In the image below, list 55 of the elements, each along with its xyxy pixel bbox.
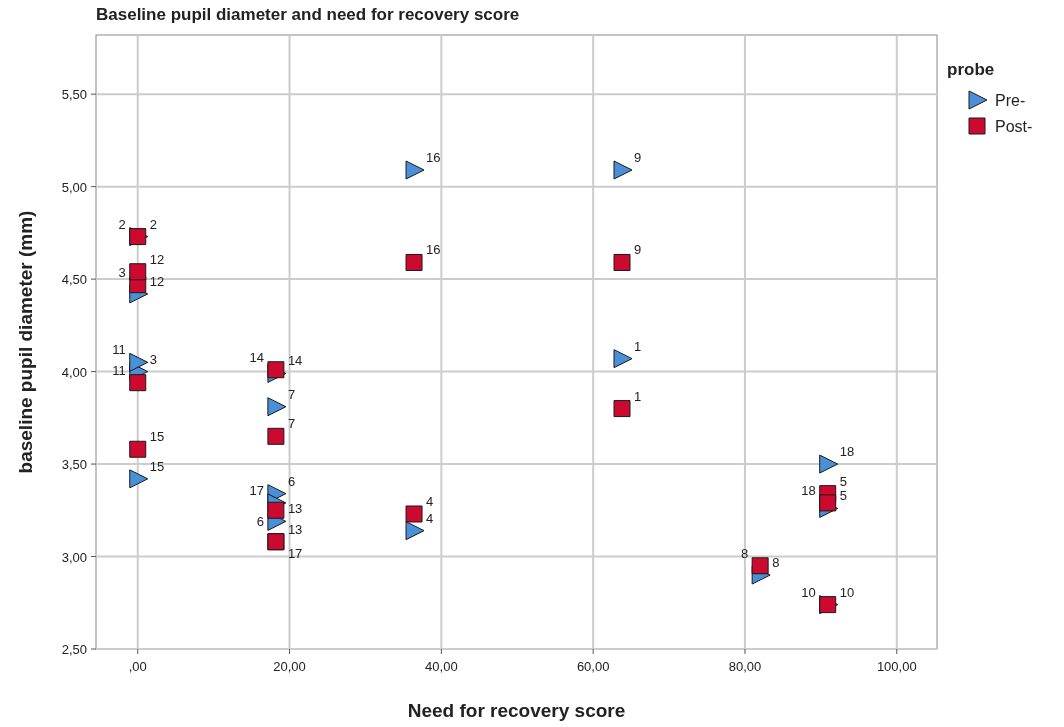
- y-tick-label: 2,50: [61, 642, 87, 657]
- y-tick-label: 5,50: [61, 87, 87, 103]
- x-tick-label: 20,00: [273, 659, 306, 674]
- annotation: 1: [634, 338, 642, 354]
- annotation: 5: [839, 473, 847, 489]
- annotation: 5: [839, 488, 847, 504]
- annotation: 2: [149, 216, 157, 232]
- y-axis-title: baseline pupil diameter (mm): [15, 210, 36, 474]
- legend-title: probe: [947, 60, 995, 79]
- annotation: 18: [801, 482, 816, 498]
- x-tick-label: 100,00: [876, 659, 917, 674]
- annotation: 9: [634, 150, 642, 166]
- annotation: 12: [149, 251, 165, 267]
- legend-label: Post-: [995, 118, 1033, 135]
- annotation: 16: [426, 150, 441, 166]
- x-tick-label: ,00: [128, 659, 147, 674]
- annotation: 2: [118, 216, 126, 232]
- chart-title: Baseline pupil diameter and need for recovery score: [96, 5, 520, 24]
- annotation: 3: [118, 264, 126, 280]
- annotation: 6: [287, 473, 296, 489]
- annotation: 8: [740, 545, 749, 561]
- annotation: 17: [287, 545, 303, 561]
- annotation: 15: [149, 458, 165, 474]
- x-axis-title: Need for recovery score: [407, 700, 626, 721]
- annotation: 4: [426, 510, 434, 526]
- y-tick-label: 5,00: [61, 179, 87, 195]
- annotation: 9: [634, 242, 642, 258]
- annotation: 8: [772, 555, 780, 571]
- annotation: 7: [287, 386, 296, 402]
- annotation: 10: [801, 584, 816, 600]
- annotation: 1: [634, 388, 642, 404]
- annotation: 16: [426, 242, 441, 258]
- y-tick-label: 4,50: [61, 272, 87, 288]
- annotation: 14: [249, 349, 264, 365]
- annotation: 10: [839, 584, 855, 600]
- y-tick-label: 3,50: [61, 457, 87, 473]
- y-tick-label: 3,00: [61, 549, 87, 565]
- annotation: 3: [149, 351, 157, 367]
- annotation: 4: [426, 493, 434, 509]
- x-tick-label: 60,00: [576, 659, 610, 674]
- annotation: 13: [287, 501, 303, 517]
- annotation: 14: [287, 353, 303, 369]
- annotation: 13: [287, 521, 303, 537]
- annotation: 7: [287, 416, 296, 432]
- annotation: 6: [256, 514, 264, 530]
- annotation: 17: [249, 482, 264, 498]
- legend-label: Pre-: [995, 92, 1026, 109]
- annotation: 18: [839, 444, 855, 460]
- annotation: 11: [112, 342, 126, 358]
- annotation: 12: [149, 273, 165, 289]
- x-tick-label: 40,00: [425, 659, 458, 674]
- annotation: 11: [112, 362, 126, 378]
- x-tick-label: 80,00: [728, 659, 762, 674]
- y-tick-label: 4,00: [61, 364, 87, 380]
- annotation: 15: [149, 429, 165, 445]
